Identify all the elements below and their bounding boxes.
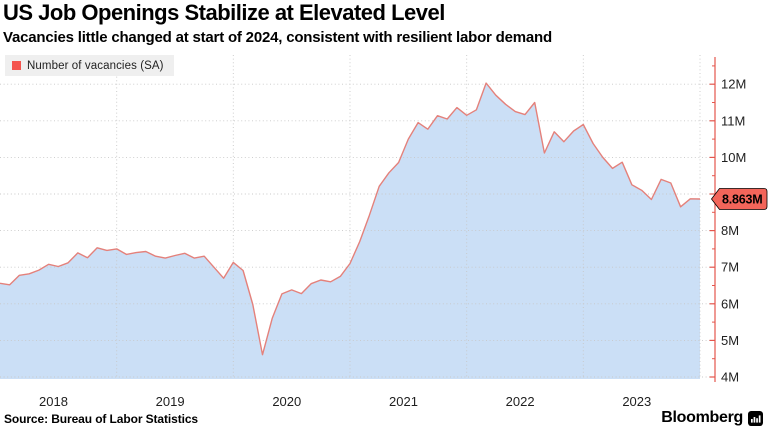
x-year-label: 2020 (272, 394, 301, 409)
y-tick-label: 8M (721, 223, 739, 238)
x-year-label: 2018 (39, 394, 68, 409)
value-tag-label: 8.863M (722, 193, 763, 207)
y-tick-label: 10M (721, 150, 746, 165)
legend-item: Number of vacancies (SA) (5, 55, 174, 76)
y-tick-label: 6M (721, 296, 739, 311)
chart-subtitle: Vacancies little changed at start of 202… (3, 29, 552, 46)
legend-label: Number of vacancies (SA) (27, 59, 164, 72)
y-tick-label: 12M (721, 77, 746, 92)
x-year-label: 2019 (156, 394, 185, 409)
bloomberg-logo: Bloomberg (661, 409, 763, 427)
y-tick-label: 5M (721, 333, 739, 348)
area-series (0, 83, 700, 379)
y-tick-labels: 4M5M6M7M8M9M10M11M12M (721, 77, 746, 385)
x-year-label: 2023 (622, 394, 651, 409)
x-year-label: 2022 (506, 394, 535, 409)
y-axis (709, 57, 716, 382)
y-tick-label: 7M (721, 260, 739, 275)
line-series (0, 82, 701, 356)
source-note: Source: Bureau of Labor Statistics (4, 412, 198, 426)
bloomberg-terminal-icon (748, 410, 763, 426)
y-tick-label: 4M (721, 370, 739, 385)
gridlines (0, 55, 715, 378)
legend-swatch-icon (12, 61, 21, 70)
chart-title: US Job Openings Stabilize at Elevated Le… (3, 0, 445, 25)
x-year-labels: 2018 2019 2020 2021 2022 2023 (39, 394, 651, 409)
x-year-label: 2021 (389, 394, 418, 409)
bloomberg-wordmark: Bloomberg (661, 409, 743, 426)
value-tag: 8.863M (710, 188, 768, 210)
y-tick-label: 11M (721, 113, 745, 128)
